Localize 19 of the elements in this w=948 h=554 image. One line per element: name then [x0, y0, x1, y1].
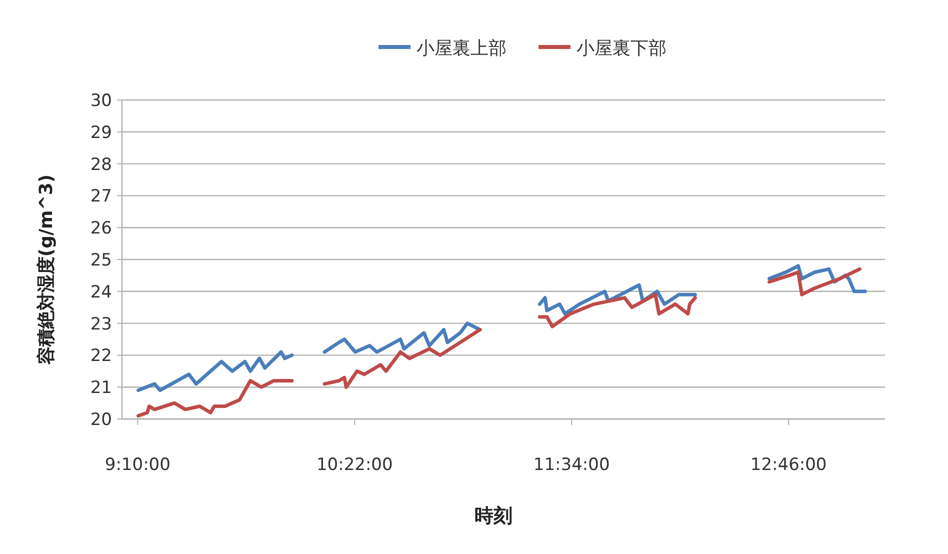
y-tick-label: 25 — [90, 250, 112, 270]
y-tick-label: 29 — [90, 122, 112, 143]
y-tick-label: 20 — [90, 410, 112, 430]
x-axis-title: 時刻 — [474, 505, 512, 527]
x-tick-label: 9:10:00 — [104, 455, 170, 475]
y-tick-label: 23 — [90, 314, 112, 334]
x-tick-label: 12:46:00 — [750, 455, 827, 475]
x-tick-label: 11:34:00 — [533, 455, 610, 475]
y-axis-title: 容積絶対湿度(g/m^3) — [36, 174, 57, 366]
y-tick-label: 30 — [90, 91, 112, 111]
y-tick-label: 24 — [90, 282, 112, 302]
y-tick-label: 27 — [90, 186, 112, 207]
y-tick-label: 28 — [90, 154, 112, 175]
legend-label: 小屋裏下部 — [576, 38, 666, 59]
y-tick-label: 21 — [90, 378, 112, 398]
y-tick-label: 22 — [90, 346, 112, 366]
y-tick-label: 26 — [90, 218, 112, 239]
legend-label: 小屋裏上部 — [416, 38, 506, 59]
x-tick-label: 10:22:00 — [316, 455, 393, 475]
